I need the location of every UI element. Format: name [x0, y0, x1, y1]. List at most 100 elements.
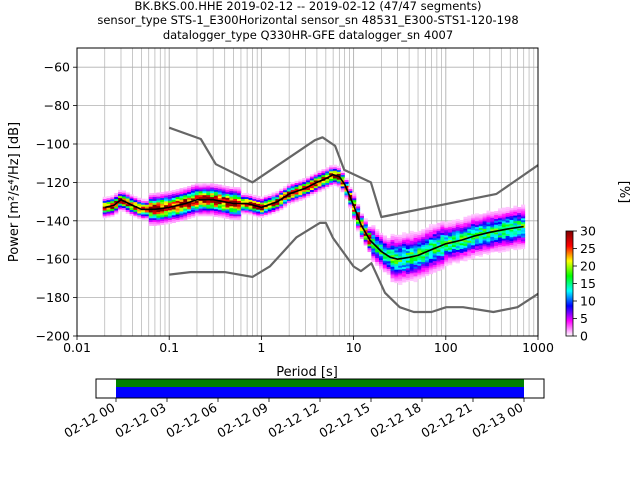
heatmap-cell: [405, 262, 411, 265]
heatmap-cell: [402, 259, 407, 262]
heatmap-cell: [183, 206, 188, 209]
heatmap-cell: [229, 204, 234, 207]
heatmap-cell: [402, 274, 407, 277]
heatmap-cell: [114, 196, 119, 200]
heatmap-cell: [417, 255, 422, 258]
heatmap-cell: [217, 184, 222, 187]
heatmap-cell: [332, 166, 338, 169]
heatmap-cell: [175, 214, 180, 217]
heatmap-cell: [114, 198, 119, 201]
heatmap-cell: [390, 235, 395, 238]
heatmap-cell: [137, 201, 142, 204]
heatmap-cell: [517, 232, 522, 235]
heatmap-cell: [233, 196, 238, 200]
heatmap-cell: [471, 221, 476, 225]
heatmap-cell: [344, 193, 349, 196]
heatmap-cell: [213, 187, 219, 190]
heatmap-cell: [455, 220, 460, 224]
heatmap-cell: [148, 206, 153, 209]
heatmap-cell: [501, 211, 506, 214]
heatmap-cell: [190, 209, 196, 212]
heatmap-cell: [194, 206, 199, 209]
heatmap-cell: [210, 191, 215, 194]
heatmap-cell: [451, 260, 457, 263]
heatmap-cell: [352, 215, 357, 218]
heatmap-cell: [432, 235, 437, 239]
heatmap-cell: [440, 253, 445, 257]
heatmap-cell: [486, 239, 491, 242]
heatmap-cell: [440, 240, 445, 243]
heatmap-cell: [394, 246, 399, 249]
heatmap-cell: [213, 204, 219, 208]
heatmap-cell: [175, 206, 180, 209]
heatmap-cell: [398, 242, 403, 245]
heatmap-cell: [467, 221, 472, 224]
heatmap-cell: [313, 191, 318, 194]
heatmap-cell: [367, 247, 372, 251]
heatmap-cell: [309, 187, 315, 191]
heatmap-cell: [413, 243, 418, 246]
heatmap-cell: [409, 248, 414, 251]
heatmap-cell: [221, 216, 226, 219]
heatmap-cell: [256, 203, 261, 206]
heatmap-cell: [440, 226, 445, 230]
heatmap-cell: [505, 247, 510, 250]
heatmap-cell: [229, 213, 234, 216]
heatmap-cell: [371, 253, 376, 257]
heatmap-cell: [175, 210, 180, 213]
heatmap-cell: [386, 272, 391, 275]
heatmap-cell: [471, 218, 476, 221]
heatmap-cell: [386, 241, 391, 245]
heatmap-cell: [467, 246, 472, 249]
heatmap-cell: [114, 204, 119, 207]
heatmap-cell: [375, 242, 380, 245]
heatmap-cell: [202, 200, 207, 203]
timeline-tick-label: 02-12 06: [163, 400, 219, 441]
heatmap-cell: [355, 206, 361, 209]
heatmap-cell: [386, 270, 391, 273]
heatmap-cell: [348, 194, 353, 197]
heatmap-cell: [382, 258, 387, 261]
heatmap-cell: [467, 248, 472, 251]
heatmap-cell: [482, 246, 487, 249]
heatmap-cell: [405, 237, 411, 240]
heatmap-cell: [237, 187, 242, 190]
heatmap-cell: [240, 206, 245, 209]
heatmap-cell: [521, 227, 526, 230]
heatmap-cell: [221, 196, 226, 200]
heatmap-cell: [505, 235, 510, 238]
heatmap-cell: [217, 205, 222, 208]
heatmap-cell: [260, 215, 265, 219]
heatmap-cell: [444, 263, 449, 267]
heatmap-cell: [482, 224, 487, 228]
heatmap-cell: [501, 247, 506, 251]
heatmap-cell: [313, 183, 318, 187]
heatmap-cell: [340, 178, 345, 181]
heatmap-cell: [413, 247, 418, 250]
heatmap-cell: [167, 213, 173, 217]
heatmap-cell: [394, 234, 399, 238]
heatmap-cell: [513, 207, 518, 210]
heatmap-cell: [398, 255, 403, 259]
heatmap-cell: [210, 189, 215, 192]
heatmap-cell: [521, 214, 526, 217]
heatmap-cell: [382, 241, 387, 244]
heatmap-cell: [229, 205, 234, 209]
heatmap-cell: [451, 237, 457, 240]
heatmap-cell: [409, 276, 414, 280]
heatmap-cell: [505, 245, 510, 248]
heatmap-cell: [413, 258, 418, 262]
heatmap-cell: [478, 225, 483, 229]
heatmap-cell: [482, 228, 487, 231]
heatmap-cell: [451, 254, 457, 257]
heatmap-cell: [471, 229, 476, 232]
heatmap-cell: [125, 198, 130, 201]
heatmap-cell: [509, 210, 514, 213]
heatmap-cell: [497, 216, 503, 219]
heatmap-cell: [405, 246, 411, 250]
heatmap-cell: [494, 222, 499, 225]
heatmap-cell: [190, 198, 196, 201]
heatmap-cell: [141, 204, 146, 207]
heatmap-cell: [428, 250, 434, 254]
